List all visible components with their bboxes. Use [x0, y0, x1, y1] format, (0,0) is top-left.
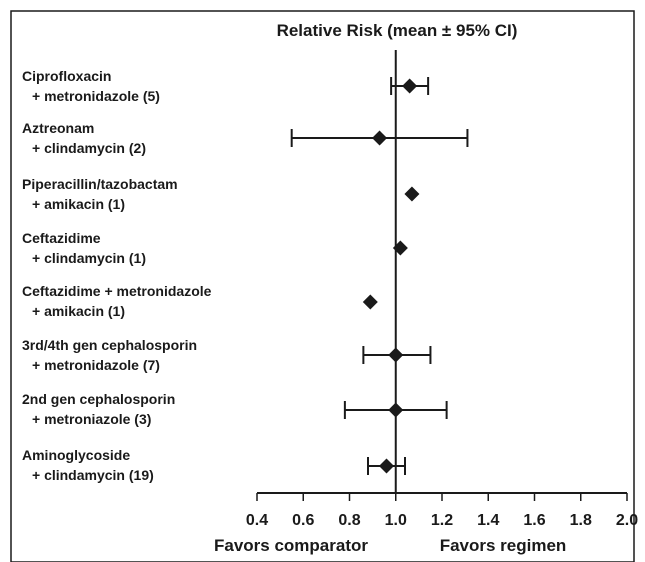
mean-marker	[402, 78, 418, 94]
row-label-name: Aminoglycoside	[22, 447, 130, 463]
row-label-detail: + amikacin (1)	[32, 196, 125, 212]
x-tick-label: 1.2	[431, 512, 453, 529]
x-axis: 0.4 0.6 0.8 1.0 1.2 1.4 1.6 1.8 2.0	[246, 493, 638, 529]
row-label-detail: + amikacin (1)	[32, 303, 125, 319]
row-label-name: 3rd/4th gen cephalosporin	[22, 337, 197, 353]
mean-marker	[392, 240, 408, 256]
row-labels: Ciprofloxacin + metronidazole (5) Aztreona…	[22, 68, 212, 483]
mean-marker	[388, 402, 404, 418]
row-label-detail: + metronidazole (7)	[32, 357, 160, 373]
x-tick-label: 1.4	[477, 512, 499, 529]
row-label-name: Ciprofloxacin	[22, 68, 111, 84]
row-label-detail: + clindamycin (2)	[32, 140, 146, 156]
row-label-name: Ceftazidime + metronidazole	[22, 283, 212, 299]
x-tick-label: 0.8	[338, 512, 360, 529]
x-tick-label: 1.8	[570, 512, 592, 529]
favors-comparator-label: Favors comparator	[214, 536, 368, 555]
x-tick-label: 1.0	[385, 512, 407, 529]
row-label-name: Aztreonam	[22, 120, 94, 136]
chart-title: Relative Risk (mean ± 95% CI)	[277, 21, 518, 40]
row-label-detail: + metronidazole (5)	[32, 88, 160, 104]
mean-marker	[388, 347, 404, 363]
data-marks	[290, 77, 469, 475]
mean-marker	[379, 458, 394, 474]
row-label-detail: + metroniazole (3)	[32, 411, 151, 427]
x-tick-label: 0.4	[246, 512, 268, 529]
row-label-detail: + clindamycin (1)	[32, 250, 146, 266]
row-label-name: Ceftazidime	[22, 230, 101, 246]
x-tick-label: 0.6	[292, 512, 314, 529]
favors-regimen-label: Favors regimen	[440, 536, 567, 555]
plot-frame	[10, 10, 635, 562]
x-tick-label: 2.0	[616, 512, 638, 529]
row-label-name: Piperacillin/tazobactam	[22, 176, 178, 192]
mean-marker	[372, 130, 388, 146]
row-label-name: 2nd gen cephalosporin	[22, 391, 175, 407]
x-tick-label: 1.6	[523, 512, 545, 529]
row-label-detail: + clindamycin (19)	[32, 467, 154, 483]
mean-marker	[404, 186, 420, 202]
mean-marker	[362, 294, 378, 310]
